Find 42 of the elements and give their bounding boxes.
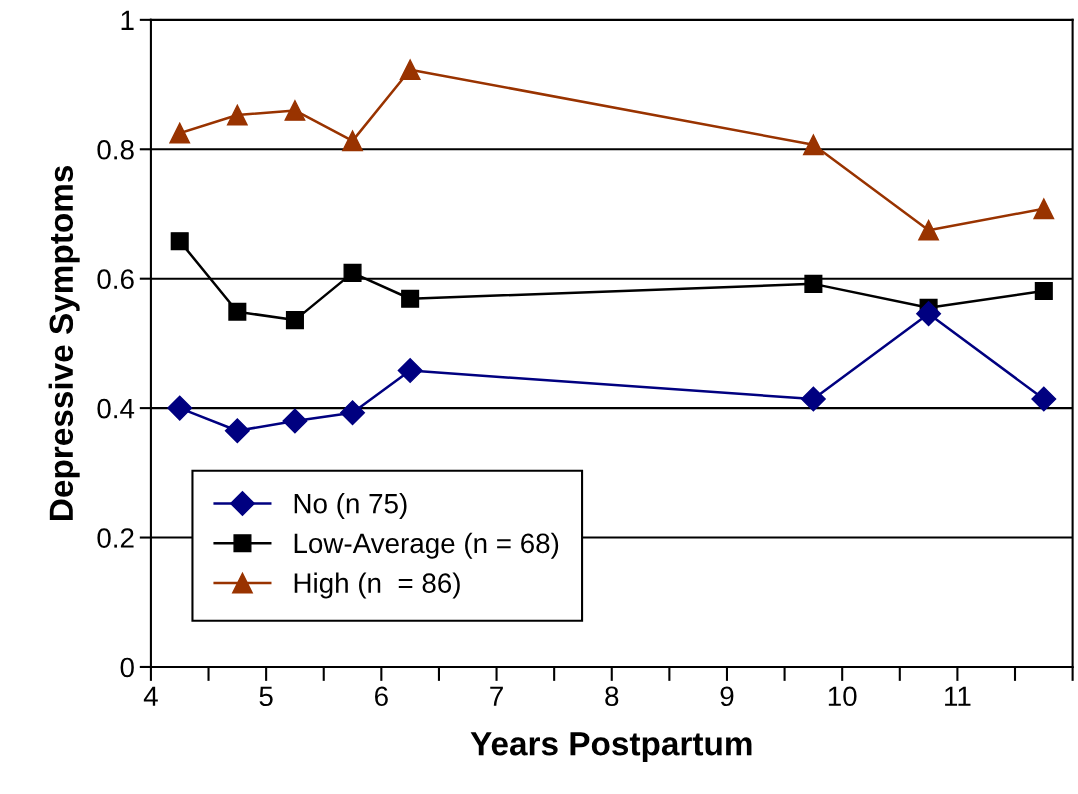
- point: [342, 130, 363, 152]
- point: [340, 400, 366, 426]
- point: [802, 134, 824, 156]
- point: [284, 100, 306, 121]
- point: [918, 219, 940, 241]
- point: [228, 302, 247, 321]
- y-tick-label: 0.2: [97, 528, 134, 548]
- point: [397, 358, 423, 384]
- legend-label: Low-Average (n = 68): [294, 532, 559, 559]
- point: [804, 274, 823, 293]
- point: [399, 59, 421, 81]
- y-tick-label: 0: [120, 657, 134, 678]
- x-tick-label: 5: [259, 686, 273, 707]
- x-tick-label: 4: [143, 686, 158, 706]
- y-tick-label: 0.6: [97, 269, 134, 290]
- point: [170, 232, 189, 251]
- x-axis-title: Years Postpartum: [470, 732, 752, 763]
- point: [282, 408, 308, 434]
- y-axis-title: Depressive Symptoms: [48, 165, 80, 520]
- legend-label: No (n 75): [294, 493, 407, 519]
- point: [1034, 281, 1053, 301]
- point: [401, 289, 420, 308]
- point: [1031, 386, 1057, 412]
- y-tick-label: 0.4: [97, 398, 135, 419]
- legend-label: High (n = 86): [294, 572, 460, 599]
- point: [1033, 198, 1055, 220]
- x-tick-label: 8: [605, 686, 619, 707]
- x-tick-label: 10: [828, 686, 857, 707]
- point: [226, 104, 248, 126]
- point: [800, 386, 826, 412]
- point: [169, 122, 191, 144]
- x-tick-label: 6: [375, 686, 388, 707]
- point: [916, 301, 942, 327]
- point: [285, 311, 304, 330]
- point: [224, 418, 250, 444]
- y-tick-label: 0.8: [97, 139, 134, 160]
- point: [343, 263, 362, 282]
- x-tick-label: 11: [945, 686, 971, 706]
- point: [167, 395, 193, 421]
- x-tick-label: 9: [720, 686, 734, 707]
- y-tick-label: 1: [121, 10, 134, 30]
- x-tick-label: 7: [490, 686, 503, 706]
